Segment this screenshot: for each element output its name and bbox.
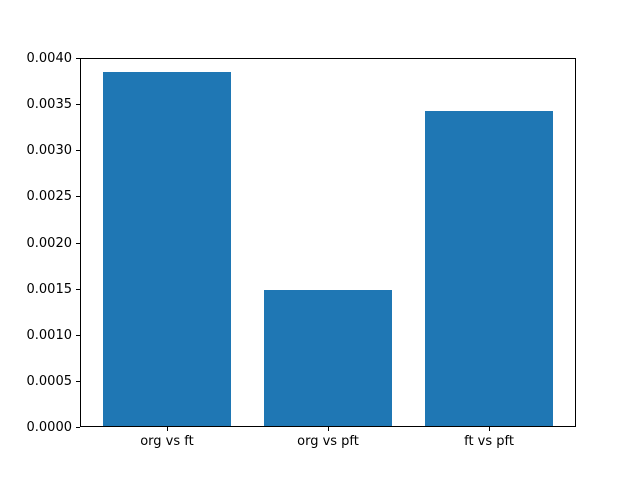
bar-org-vs-ft — [102, 71, 232, 426]
bar-ft-vs-pft — [424, 110, 554, 426]
y-tick-mark — [76, 196, 80, 198]
y-tick-mark — [76, 288, 80, 290]
x-tick-label-org-vs-ft: org vs ft — [140, 434, 194, 449]
y-tick-mark — [76, 104, 80, 106]
x-tick-mark — [489, 427, 491, 431]
y-tick-label: 0.0030 — [26, 143, 73, 159]
y-tick-mark — [76, 427, 80, 428]
y-tick-label: 0.0040 — [26, 51, 73, 66]
y-tick-mark — [76, 334, 80, 336]
x-tick-label-org-vs-pft: org vs pft — [297, 434, 359, 449]
bar-org-vs-pft — [263, 289, 393, 426]
y-tick-label: 0.0020 — [26, 235, 73, 251]
y-tick-label: 0.0000 — [26, 420, 73, 435]
y-tick-mark — [76, 380, 80, 382]
y-tick-label: 0.0010 — [26, 327, 73, 343]
y-tick-mark — [76, 150, 80, 152]
y-tick-label: 0.0005 — [26, 373, 73, 389]
y-tick-label: 0.0025 — [26, 189, 73, 205]
x-tick-mark — [166, 427, 168, 431]
y-tick-mark — [76, 58, 80, 59]
y-tick-mark — [76, 242, 80, 244]
x-tick-mark — [328, 427, 329, 431]
x-tick-label-ft-vs-pft: ft vs pft — [464, 434, 514, 449]
y-tick-label: 0.0035 — [26, 97, 73, 113]
y-tick-label: 0.0015 — [26, 281, 73, 297]
